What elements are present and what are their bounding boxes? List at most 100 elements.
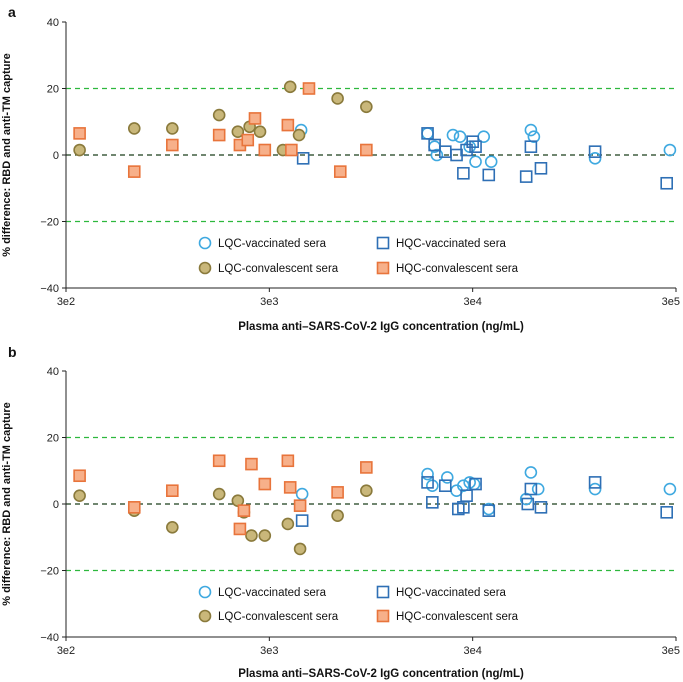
x-tick-label: 3e4 bbox=[463, 645, 481, 657]
data-point bbox=[421, 127, 434, 140]
x-tick-label: 3e5 bbox=[662, 645, 680, 657]
data-point bbox=[482, 504, 496, 517]
data-point bbox=[360, 143, 373, 157]
y-tick-label: −20 bbox=[40, 217, 59, 229]
data-point bbox=[524, 140, 538, 153]
series-hqc-convalescent-sera bbox=[73, 82, 373, 178]
data-point bbox=[127, 122, 141, 135]
legend-marker bbox=[376, 236, 390, 250]
legend-marker bbox=[376, 585, 390, 599]
data-point bbox=[660, 506, 673, 519]
data-point bbox=[293, 542, 307, 556]
data-point bbox=[588, 476, 602, 489]
legend-label: LQC-convalescent sera bbox=[218, 263, 339, 275]
y-tick-label: 40 bbox=[47, 366, 59, 378]
panel-label: a bbox=[8, 4, 16, 20]
data-point bbox=[283, 481, 297, 494]
data-point bbox=[212, 454, 226, 468]
data-point bbox=[212, 128, 226, 142]
data-point bbox=[469, 477, 482, 491]
data-point bbox=[531, 482, 545, 496]
series-lqc-convalescent-sera bbox=[73, 484, 373, 556]
data-point bbox=[421, 476, 434, 489]
data-point bbox=[212, 108, 226, 122]
data-point bbox=[457, 166, 470, 180]
y-tick-label: −20 bbox=[40, 566, 59, 578]
data-point bbox=[166, 122, 179, 135]
data-point bbox=[524, 466, 538, 479]
legend-marker bbox=[198, 261, 212, 275]
data-point bbox=[281, 454, 295, 468]
data-point bbox=[281, 517, 295, 531]
series-lqc-convalescent-sera bbox=[73, 80, 373, 157]
data-point bbox=[534, 162, 548, 175]
x-tick-label: 3e3 bbox=[260, 645, 278, 657]
legend-marker bbox=[198, 585, 212, 599]
data-point bbox=[283, 80, 297, 94]
series-hqc-convalescent-sera bbox=[73, 454, 373, 536]
data-point bbox=[527, 130, 541, 144]
panel-a: a −40 −20 0 20 40 3e2 3e3 3e4 3e5 Plasma anti–SARS… bbox=[1, 4, 680, 333]
data-point bbox=[484, 155, 498, 168]
data-point bbox=[453, 130, 467, 144]
legend-label: HQC-vaccinated sera bbox=[396, 238, 507, 250]
y-tick-label: 20 bbox=[47, 433, 59, 445]
data-point bbox=[426, 496, 439, 509]
legend-marker bbox=[198, 236, 212, 250]
data-point bbox=[360, 461, 373, 474]
data-point bbox=[248, 112, 262, 125]
data-point bbox=[482, 168, 496, 182]
data-point bbox=[245, 457, 258, 471]
data-point bbox=[519, 170, 533, 183]
data-point bbox=[295, 487, 309, 501]
data-point bbox=[258, 143, 272, 157]
data-point bbox=[73, 489, 86, 502]
data-point bbox=[281, 118, 295, 132]
data-point bbox=[440, 471, 454, 484]
data-point bbox=[245, 529, 258, 542]
x-axis-label: Plasma anti–SARS-CoV-2 IgG concentration… bbox=[238, 668, 524, 680]
data-point bbox=[360, 100, 373, 114]
y-tick-label: 40 bbox=[47, 17, 59, 29]
data-point bbox=[331, 92, 344, 105]
panel-label: b bbox=[8, 344, 17, 360]
series-hqc-vaccinated-sera bbox=[295, 476, 673, 527]
legend-label: HQC-vaccinated sera bbox=[396, 587, 507, 599]
data-point bbox=[127, 501, 141, 514]
legend-label: HQC-convalescent sera bbox=[396, 611, 519, 623]
data-point bbox=[438, 479, 452, 493]
y-tick-label: 20 bbox=[47, 84, 59, 96]
legend-label: LQC-vaccinated sera bbox=[218, 587, 327, 599]
data-point bbox=[258, 477, 272, 491]
data-point bbox=[127, 165, 141, 178]
data-point bbox=[73, 143, 86, 157]
data-point bbox=[460, 489, 473, 502]
legend-label: LQC-vaccinated sera bbox=[218, 238, 327, 250]
y-tick-label: −40 bbox=[40, 632, 59, 644]
data-point bbox=[231, 125, 245, 139]
data-point bbox=[295, 514, 309, 527]
x-axis-label: Plasma anti–SARS-CoV-2 IgG concentration… bbox=[238, 321, 524, 333]
legend-label: HQC-convalescent sera bbox=[396, 263, 519, 275]
data-point bbox=[524, 123, 538, 137]
data-point bbox=[469, 140, 482, 153]
series-lqc-vaccinated-sera bbox=[295, 466, 677, 516]
data-point bbox=[302, 82, 316, 95]
data-point bbox=[212, 487, 226, 501]
data-point bbox=[660, 176, 673, 190]
data-point bbox=[663, 143, 677, 157]
data-point bbox=[331, 486, 344, 499]
data-point bbox=[421, 127, 434, 140]
data-point bbox=[293, 499, 307, 512]
data-point bbox=[588, 152, 602, 165]
data-point bbox=[469, 155, 482, 168]
data-point bbox=[331, 509, 344, 522]
series-lqc-vaccinated-sera bbox=[294, 123, 677, 168]
data-point bbox=[360, 484, 373, 498]
series-hqc-vaccinated-sera bbox=[296, 127, 673, 190]
legend-marker bbox=[376, 261, 390, 275]
x-tick-label: 3e4 bbox=[463, 296, 481, 308]
data-point bbox=[73, 127, 86, 140]
